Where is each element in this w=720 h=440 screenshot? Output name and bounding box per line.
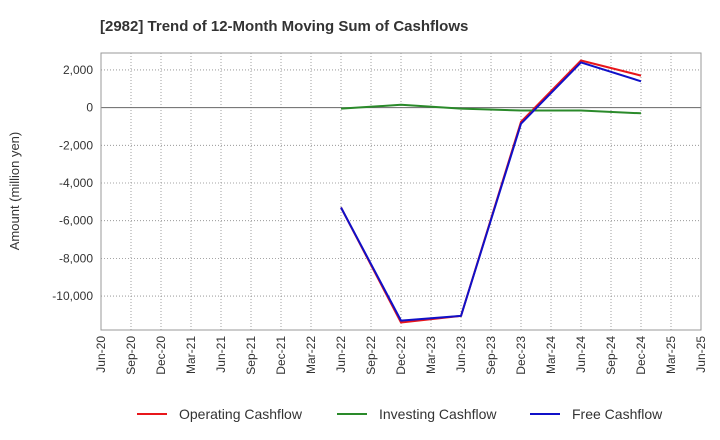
investing-cashflow-legend-label: Investing Cashflow bbox=[379, 406, 497, 422]
x-tick-label: Jun-20 bbox=[94, 336, 108, 373]
x-tick-label: Jun-24 bbox=[574, 336, 588, 373]
x-tick-label: Dec-20 bbox=[154, 336, 168, 375]
x-tick-label: Mar-24 bbox=[544, 336, 558, 374]
legend: Operating Cashflow Investing Cashflow Free… bbox=[137, 406, 663, 422]
x-tick-label: Mar-23 bbox=[424, 336, 438, 374]
y-tick-label: -6,000 bbox=[59, 214, 93, 228]
x-tick-label: Sep-24 bbox=[604, 336, 618, 375]
x-tick-label: Mar-22 bbox=[304, 336, 318, 374]
x-tick-label: Sep-20 bbox=[124, 336, 138, 375]
investing-cashflow-line bbox=[340, 103, 642, 115]
y-tick-label: -4,000 bbox=[59, 176, 93, 190]
x-tick-label: Jun-23 bbox=[454, 336, 468, 373]
x-tick-label: Mar-21 bbox=[184, 336, 198, 374]
y-tick-label: 0 bbox=[86, 101, 93, 115]
y-tick-label: 2,000 bbox=[63, 63, 93, 77]
x-tick-label: Dec-21 bbox=[274, 336, 288, 375]
y-tick-label: -10,000 bbox=[52, 289, 93, 303]
free-cashflow-line bbox=[340, 61, 642, 322]
y-axis-label: Amount (million yen) bbox=[7, 132, 22, 251]
plot-border bbox=[100, 52, 702, 331]
x-tick-label: Jun-21 bbox=[214, 336, 228, 373]
x-tick-label: Jun-22 bbox=[334, 336, 348, 373]
x-tick-label: Dec-22 bbox=[394, 336, 408, 375]
chart-title: [2982] Trend of 12-Month Moving Sum of C… bbox=[100, 18, 468, 35]
x-tick-label: Sep-23 bbox=[484, 336, 498, 375]
y-tick-label: -2,000 bbox=[59, 138, 93, 152]
x-tick-label: Mar-25 bbox=[664, 336, 678, 374]
operating-cashflow-legend-label: Operating Cashflow bbox=[179, 406, 303, 422]
plot-area: 2,000 0 -2,000 -4,000 -6,000 -8,000 -10,000 Jun… bbox=[52, 52, 708, 375]
x-tick-label: Sep-22 bbox=[364, 336, 378, 375]
y-tick-label: -8,000 bbox=[59, 251, 93, 265]
x-tick-label: Dec-24 bbox=[634, 336, 648, 375]
x-tick-label: Jun-25 bbox=[694, 336, 708, 373]
x-tick-label: Sep-21 bbox=[244, 336, 258, 375]
free-cashflow-legend-label: Free Cashflow bbox=[572, 406, 663, 422]
x-tick-label: Dec-23 bbox=[514, 336, 528, 375]
